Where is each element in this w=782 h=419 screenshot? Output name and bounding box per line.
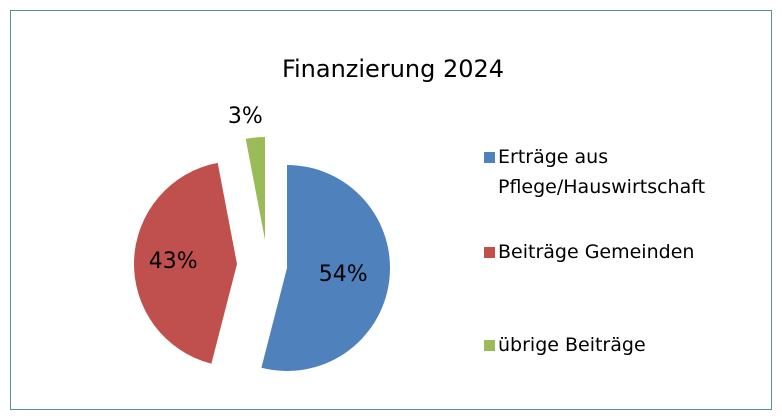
legend-swatch [484, 340, 495, 351]
pie-slice [245, 137, 265, 240]
legend-item: Erträge aus Pflege/Hauswirtschaft [484, 142, 744, 202]
pie-slice [133, 162, 237, 364]
data-label: 43% [149, 249, 198, 274]
chart-title: Finanzierung 2024 [282, 55, 504, 83]
legend-item: Beiträge Gemeinden [484, 237, 744, 267]
legend-label: Erträge aus Pflege/Hauswirtschaft [498, 146, 706, 198]
legend-label: Beiträge Gemeinden [498, 241, 695, 263]
data-label: 54% [319, 262, 368, 287]
pie-slice [261, 165, 390, 371]
legend-swatch [484, 247, 495, 258]
legend-label: übrige Beiträge [498, 334, 646, 356]
legend-item: übrige Beiträge [484, 330, 744, 360]
chart-frame [10, 10, 772, 410]
data-label: 3% [228, 104, 263, 129]
legend-swatch [484, 152, 495, 163]
